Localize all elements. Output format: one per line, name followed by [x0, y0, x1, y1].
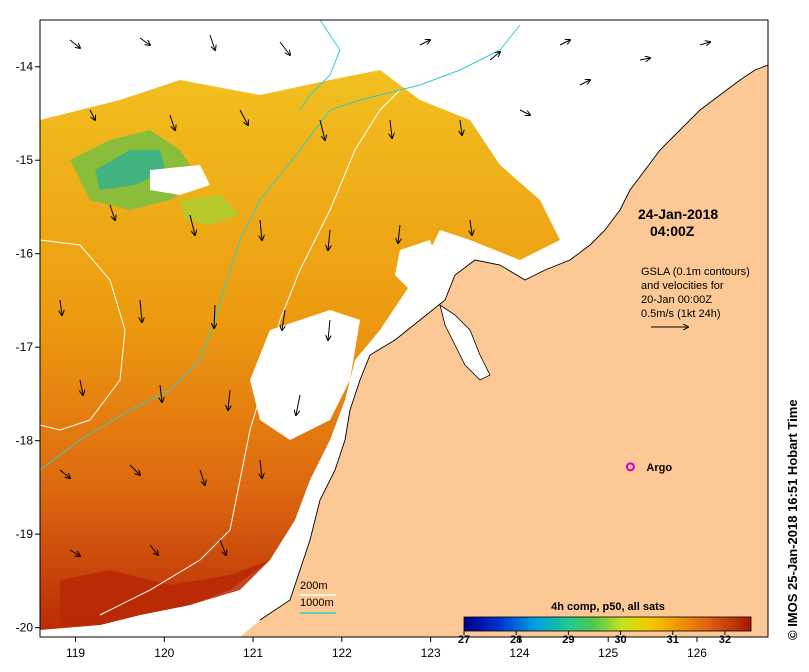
- lon-tick-label: 124: [509, 646, 529, 660]
- cloud-gap-3: [395, 240, 440, 290]
- isobath-1000m: [40, 24, 521, 471]
- plot-frame: [39, 19, 769, 638]
- lat-tick-label: -14: [16, 60, 34, 74]
- isobath-200m: [40, 89, 401, 616]
- colorbar-tick-label: 28: [510, 634, 522, 646]
- cool-patch-small: [180, 195, 240, 225]
- argo-icon: [625, 462, 635, 472]
- lat-tick-label: -20: [16, 621, 34, 635]
- lat-tick-label: -15: [16, 153, 34, 167]
- lon-tick-label: 125: [598, 646, 618, 660]
- velocity-arrows: [60, 34, 710, 556]
- colorbar-tick-label: 27: [458, 634, 470, 646]
- lat-tick-label: -17: [16, 340, 34, 354]
- colorbar-tick-label: 31: [667, 634, 679, 646]
- lon-tick-label: 121: [243, 646, 263, 660]
- colorbar-ticks: 27 28 29 30 31 32: [458, 631, 731, 646]
- lat-tick-label: -16: [16, 247, 34, 261]
- colorbar-title: 4h comp, p50, all sats: [551, 601, 665, 613]
- lon-tick-label: 119: [66, 646, 85, 660]
- lat-tick-label: -19: [16, 527, 34, 541]
- argo-float-marker[interactable]: Argo: [625, 462, 672, 474]
- isobath-1000m-north: [299, 20, 341, 111]
- land-mass: [240, 20, 768, 637]
- lon-tick-label: 122: [332, 646, 352, 660]
- coastline: [259, 64, 768, 621]
- gsla-line-4: 0.5m/s (1kt 24h): [641, 308, 720, 320]
- cloud-gap-2: [150, 165, 210, 195]
- lon-tick-label: 126: [687, 646, 707, 660]
- imos-credit: © IMOS 25-Jan-2018 16:51 Hobart Time: [785, 399, 800, 640]
- gsla-line-3: 20-Jan 00:00Z: [641, 294, 712, 306]
- colorbar: [463, 616, 752, 632]
- lon-tick-label: 120: [154, 646, 174, 660]
- gsla-line-2: and velocities for: [641, 280, 724, 292]
- colorbar-tick-label: 32: [719, 634, 731, 646]
- map-date: 24-Jan-2018: [638, 206, 718, 222]
- lat-tick-label: -18: [16, 434, 34, 448]
- argo-label: Argo: [646, 462, 672, 474]
- map-time: 04:00Z: [650, 223, 695, 239]
- longitude-axis: 119 120 121 122 123 124 125 126: [66, 637, 707, 660]
- latitude-axis: -14 -15 -16 -17 -18 -19 -20: [16, 60, 40, 635]
- legend-200m: 200m: [300, 580, 328, 592]
- colorbar-tick-label: 30: [614, 634, 626, 646]
- cloud-gap-1: [250, 310, 360, 440]
- gsla-line-1: GSLA (0.1m contours): [641, 266, 750, 278]
- legend-1000m: 1000m: [300, 597, 334, 609]
- lon-tick-label: 123: [421, 646, 441, 660]
- cool-patch-core: [95, 150, 165, 190]
- king-sound: [439, 304, 491, 381]
- colorbar-tick-label: 29: [562, 634, 574, 646]
